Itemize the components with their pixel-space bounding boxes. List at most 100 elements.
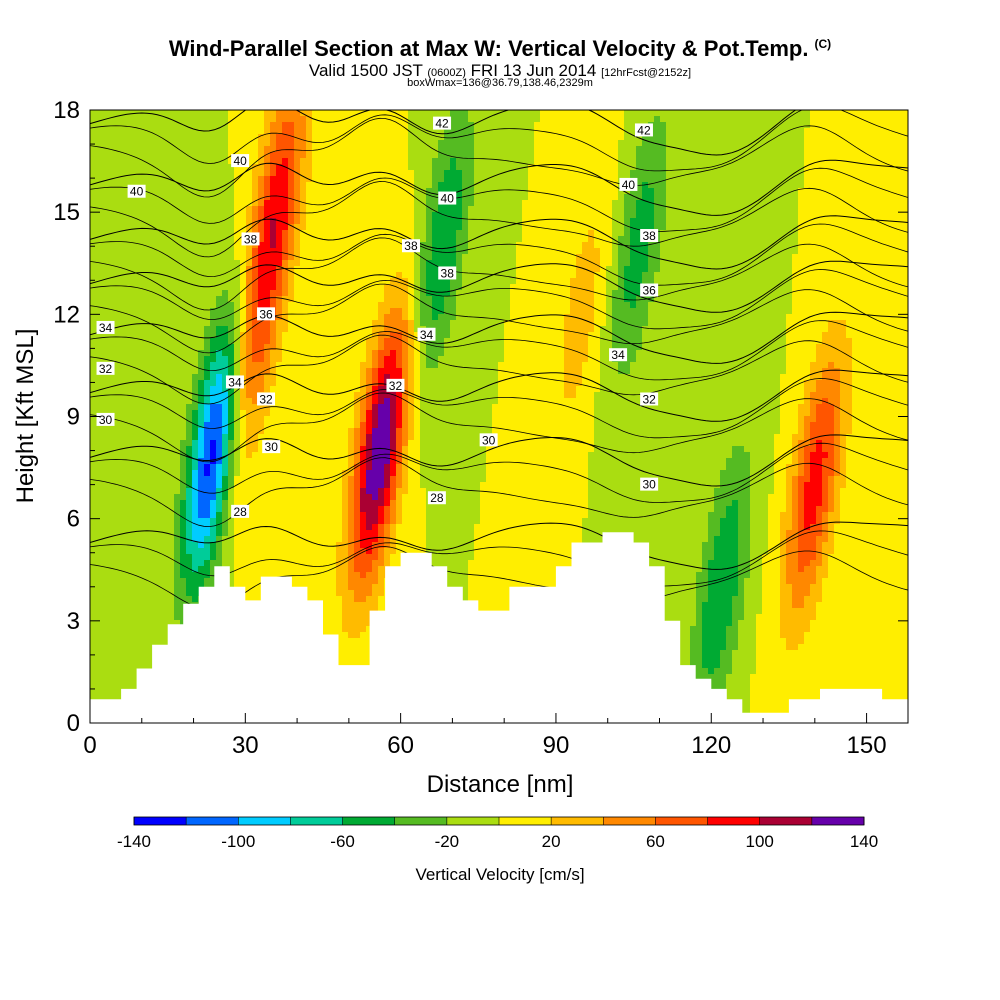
- velocity-cell: [114, 362, 121, 369]
- velocity-cell: [378, 350, 385, 357]
- velocity-cell: [342, 560, 349, 567]
- velocity-cell: [192, 134, 199, 141]
- velocity-cell: [288, 536, 295, 543]
- velocity-cell: [120, 668, 127, 675]
- velocity-cell: [246, 542, 253, 549]
- velocity-cell: [126, 140, 133, 147]
- velocity-cell: [378, 278, 385, 285]
- velocity-cell: [108, 512, 115, 519]
- velocity-cell: [372, 314, 379, 321]
- velocity-cell: [168, 140, 175, 147]
- velocity-cell: [114, 302, 121, 309]
- velocity-cell: [312, 158, 319, 165]
- velocity-cell: [228, 548, 235, 555]
- velocity-cell: [192, 590, 199, 597]
- velocity-cell: [360, 176, 367, 183]
- velocity-cell: [282, 380, 289, 387]
- velocity-cell: [222, 422, 229, 429]
- velocity-cell: [258, 266, 265, 273]
- velocity-cell: [108, 338, 115, 345]
- velocity-cell: [150, 440, 157, 447]
- velocity-cell: [294, 200, 301, 207]
- velocity-cell: [372, 488, 379, 495]
- velocity-cell: [114, 266, 121, 273]
- velocity-cell: [132, 224, 139, 231]
- velocity-cell: [342, 572, 349, 579]
- velocity-cell: [312, 500, 319, 507]
- velocity-cell: [138, 470, 145, 477]
- velocity-cell: [102, 548, 109, 555]
- velocity-cell: [342, 494, 349, 501]
- velocity-cell: [132, 674, 139, 681]
- velocity-cell: [348, 338, 355, 345]
- velocity-cell: [318, 152, 325, 159]
- velocity-cell: [354, 548, 361, 555]
- velocity-cell: [114, 572, 121, 579]
- velocity-cell: [180, 476, 187, 483]
- velocity-cell: [246, 464, 253, 471]
- velocity-cell: [114, 230, 121, 237]
- velocity-cell: [126, 368, 133, 375]
- velocity-cell: [372, 428, 379, 435]
- velocity-cell: [138, 164, 145, 171]
- velocity-cell: [342, 422, 349, 429]
- velocity-cell: [180, 260, 187, 267]
- velocity-cell: [246, 386, 253, 393]
- velocity-cell: [228, 350, 235, 357]
- velocity-cell: [252, 308, 259, 315]
- velocity-cell: [222, 416, 229, 423]
- velocity-cell: [342, 398, 349, 405]
- velocity-cell: [114, 260, 121, 267]
- velocity-cell: [210, 536, 217, 543]
- velocity-cell: [306, 584, 313, 591]
- velocity-cell: [294, 458, 301, 465]
- velocity-cell: [180, 224, 187, 231]
- velocity-cell: [150, 356, 157, 363]
- velocity-cell: [360, 614, 367, 621]
- velocity-cell: [174, 584, 181, 591]
- velocity-cell: [252, 542, 259, 549]
- velocity-cell: [192, 146, 199, 153]
- velocity-cell: [186, 506, 193, 513]
- velocity-cell: [210, 218, 217, 225]
- velocity-cell: [102, 290, 109, 297]
- velocity-cell: [126, 632, 133, 639]
- velocity-cell: [156, 458, 163, 465]
- velocity-cell: [192, 296, 199, 303]
- velocity-cell: [168, 428, 175, 435]
- velocity-cell: [168, 302, 175, 309]
- velocity-cell: [96, 398, 103, 405]
- velocity-cell: [366, 164, 373, 171]
- velocity-cell: [150, 194, 157, 201]
- velocity-cell: [96, 662, 103, 669]
- velocity-cell: [282, 200, 289, 207]
- velocity-cell: [330, 404, 337, 411]
- velocity-cell: [252, 200, 259, 207]
- velocity-cell: [372, 464, 379, 471]
- velocity-cell: [132, 530, 139, 537]
- velocity-cell: [372, 212, 379, 219]
- velocity-cell: [210, 188, 217, 195]
- velocity-cell: [114, 692, 121, 699]
- velocity-cell: [126, 440, 133, 447]
- velocity-cell: [234, 422, 241, 429]
- velocity-cell: [354, 242, 361, 249]
- velocity-cell: [366, 608, 373, 615]
- velocity-cell: [192, 518, 199, 525]
- velocity-cell: [330, 296, 337, 303]
- velocity-cell: [228, 494, 235, 501]
- velocity-cell: [192, 152, 199, 159]
- velocity-cell: [294, 344, 301, 351]
- velocity-cell: [234, 476, 241, 483]
- velocity-cell: [126, 422, 133, 429]
- velocity-cell: [282, 410, 289, 417]
- velocity-cell: [216, 398, 223, 405]
- velocity-cell: [354, 602, 361, 609]
- velocity-cell: [120, 614, 127, 621]
- velocity-cell: [120, 512, 127, 519]
- velocity-cell: [312, 542, 319, 549]
- velocity-cell: [306, 206, 313, 213]
- velocity-cell: [324, 614, 331, 621]
- velocity-cell: [120, 350, 127, 357]
- velocity-cell: [330, 230, 337, 237]
